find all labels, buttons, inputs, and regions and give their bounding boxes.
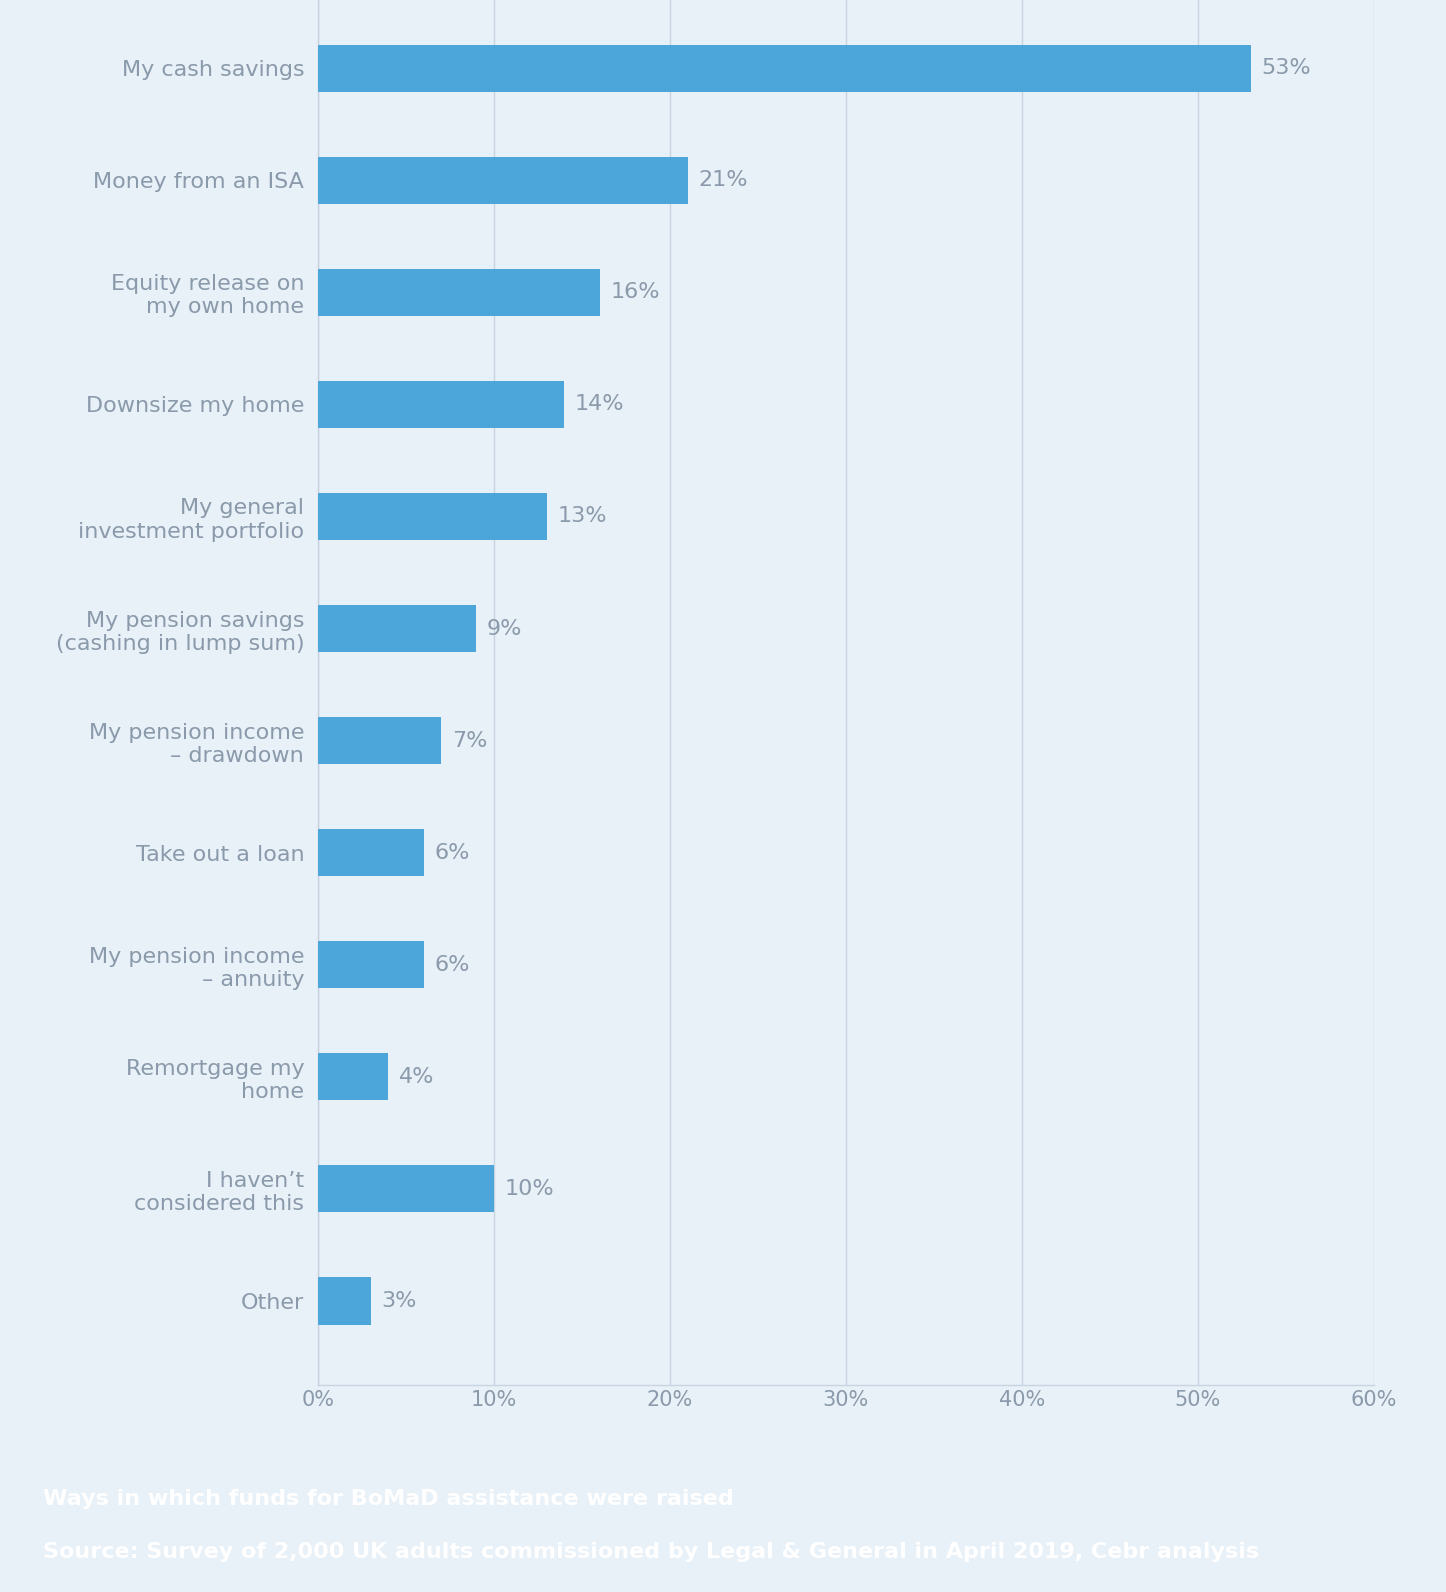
Text: 6%: 6% — [434, 842, 470, 863]
Bar — [318, 605, 477, 653]
Text: 14%: 14% — [576, 395, 625, 414]
Bar — [318, 156, 688, 204]
Text: 6%: 6% — [434, 955, 470, 974]
Bar — [318, 829, 424, 876]
Text: 3%: 3% — [382, 1291, 416, 1310]
Text: Ways in which funds for BoMaD assistance were raised: Ways in which funds for BoMaD assistance… — [43, 1489, 735, 1509]
Text: 4%: 4% — [399, 1067, 434, 1087]
Bar — [318, 494, 547, 540]
Text: 7%: 7% — [451, 731, 487, 750]
Text: 10%: 10% — [505, 1180, 554, 1199]
Bar — [318, 269, 600, 315]
Text: Source: Survey of 2,000 UK adults commissioned by Legal & General in April 2019,: Source: Survey of 2,000 UK adults commis… — [43, 1541, 1259, 1562]
Bar — [318, 380, 564, 428]
Bar — [318, 941, 424, 989]
Bar — [318, 45, 1251, 92]
Text: 16%: 16% — [610, 282, 659, 302]
Bar — [318, 1165, 495, 1213]
Text: 13%: 13% — [557, 506, 607, 527]
Text: 9%: 9% — [487, 619, 522, 638]
Bar — [318, 1054, 389, 1100]
Text: 21%: 21% — [698, 170, 748, 189]
Bar — [318, 716, 441, 764]
Text: 53%: 53% — [1261, 59, 1310, 78]
Bar — [318, 1277, 370, 1325]
